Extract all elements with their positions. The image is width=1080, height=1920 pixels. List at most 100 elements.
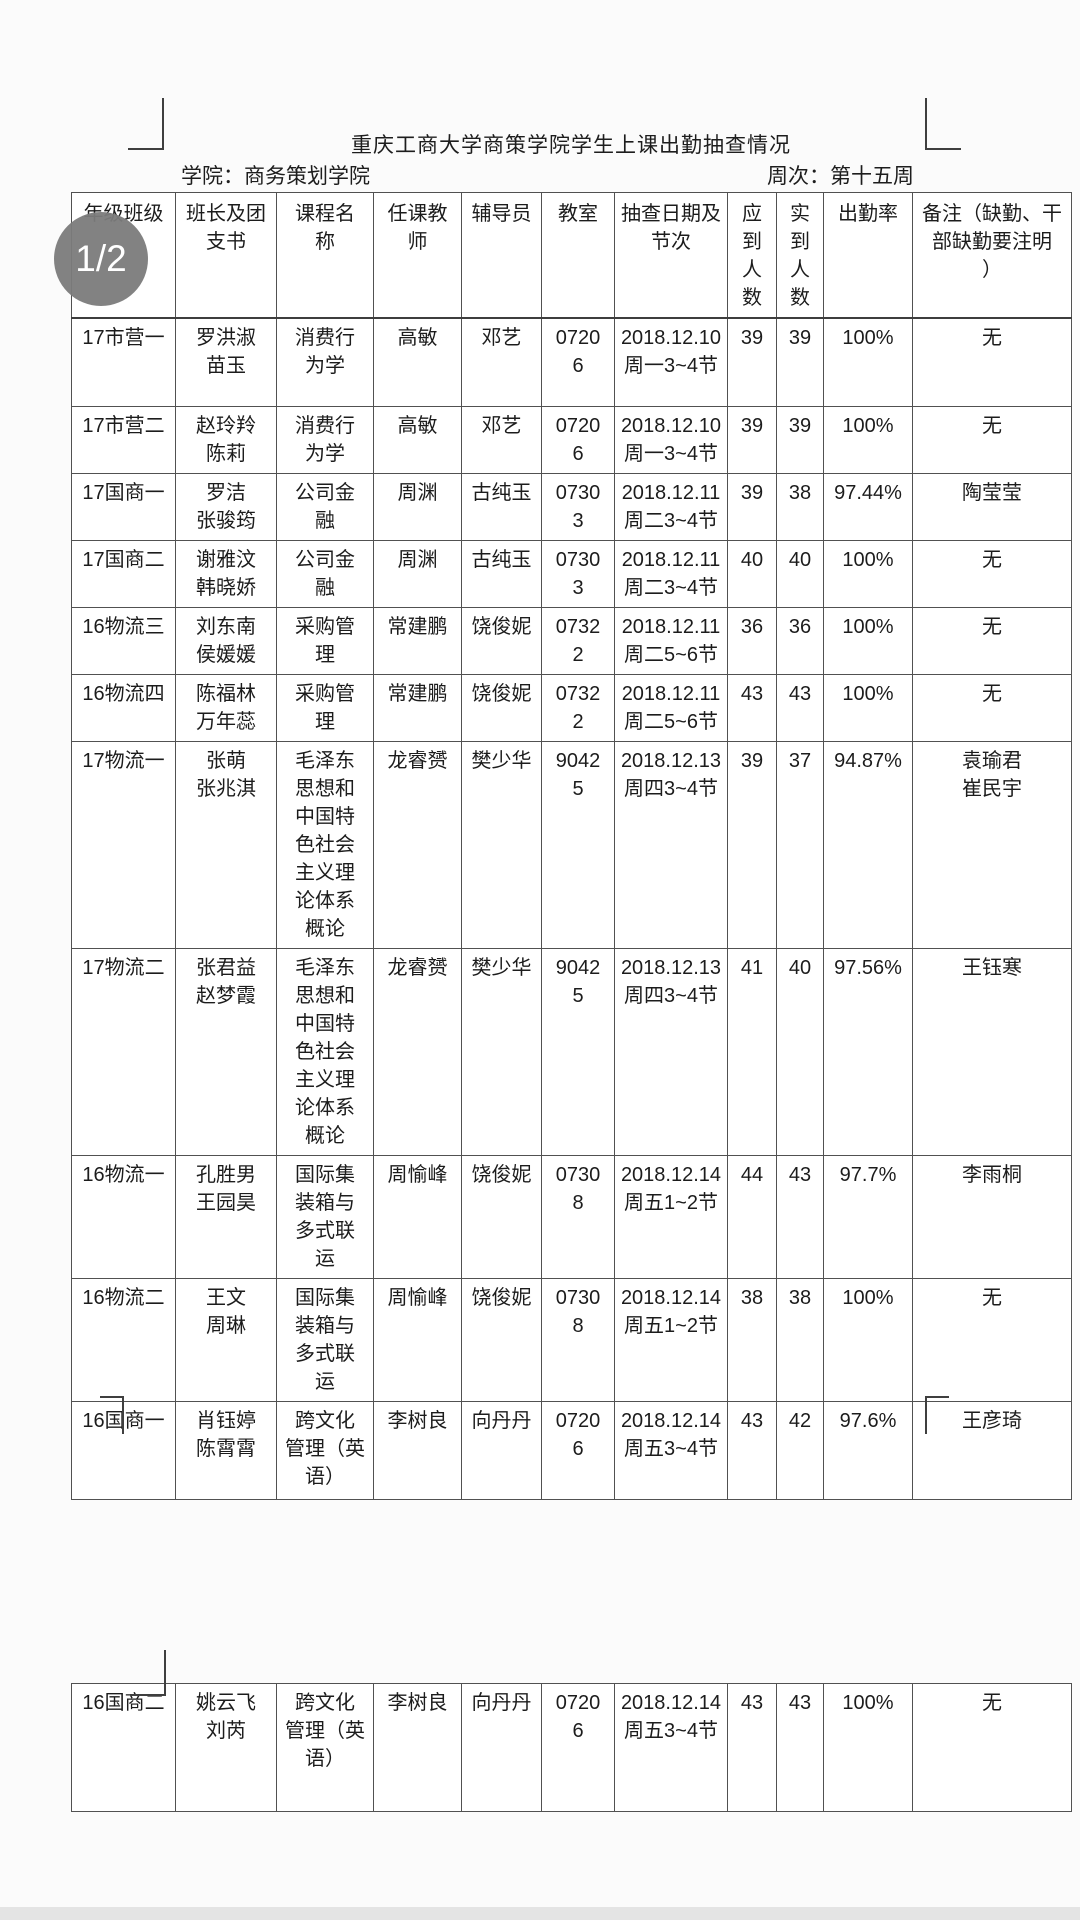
table-cell: 97.7%	[823, 1154, 913, 1279]
table-cell: 36	[776, 606, 824, 675]
table-cell: 0732 2	[541, 606, 615, 675]
table-cell: 0720 6	[541, 405, 615, 474]
table-cell: 39	[776, 405, 824, 474]
table-cell: 39	[727, 405, 777, 474]
table-row: 16物流一 孔胜男 王园昊 国际集 装箱与 多式联 运周愉峰 饶俊妮 0730 8 201…	[71, 1154, 1072, 1279]
table-cell: 赵玲羚 陈莉	[175, 405, 277, 474]
table-cell: 常建鹏	[373, 673, 462, 742]
table-cell: 2018.12.10 周一3~4节	[614, 317, 728, 407]
table-cell: 邓艺	[461, 405, 542, 474]
table-cell: 公司金 融	[276, 539, 374, 608]
table-cell: 17国商一	[71, 472, 176, 541]
table-cell: 17物流二	[71, 947, 176, 1156]
table-cell: 无	[912, 539, 1072, 608]
table-cell: 97.44%	[823, 472, 913, 541]
table-cell: 国际集 装箱与 多式联 运	[276, 1154, 374, 1279]
table-cell: 16物流二	[71, 1277, 176, 1402]
table-row: 16物流二 王文 周琳 国际集 装箱与 多式联 运周愉峰 饶俊妮 0730 8 2018.…	[71, 1277, 1072, 1402]
table-cell: 龙睿赟	[373, 740, 462, 949]
table-cell: 43	[727, 1683, 777, 1812]
table-cell: 向丹丹	[461, 1400, 542, 1500]
table-cell: 王钰寒	[912, 947, 1072, 1156]
column-header: 班长及团 支书	[175, 192, 277, 319]
table-cell: 跨文化 管理（英 语）	[276, 1400, 374, 1500]
table-cell: 100%	[823, 606, 913, 675]
table-row: 17市营二 赵玲羚 陈莉 消费行 为学 高敏 邓艺 0720 6 2018.12.10 周一…	[71, 405, 1072, 474]
table-cell: 无	[912, 673, 1072, 742]
table-row: 17物流一 张萌 张兆淇 毛泽东 思想和 中国特 色社会 主义理 论体系 概论 龙睿赟…	[71, 740, 1072, 949]
table-cell: 43	[776, 673, 824, 742]
table-cell: 无	[912, 317, 1072, 407]
table-cell: 孔胜男 王园昊	[175, 1154, 277, 1279]
table-cell: 2018.12.11 周二5~6节	[614, 673, 728, 742]
table-cell: 43	[727, 1400, 777, 1500]
table-cell: 0732 2	[541, 673, 615, 742]
table-cell: 40	[727, 539, 777, 608]
table-cell: 罗洁 张骏筠	[175, 472, 277, 541]
table-cell: 2018.12.11 周二3~4节	[614, 472, 728, 541]
table-cell: 樊少华	[461, 947, 542, 1156]
table-cell: 饶俊妮	[461, 1154, 542, 1279]
table-cell: 周渊	[373, 539, 462, 608]
table-row: 16国商一 肖钰婷 陈霄霄 跨文化 管理（英 语） 李树良 向丹丹 0720 6 2018.…	[71, 1400, 1072, 1500]
table-cell: 樊少华	[461, 740, 542, 949]
page-indicator-badge: 1/2	[54, 212, 148, 306]
table-cell: 9042 5	[541, 947, 615, 1156]
column-header: 应 到 人 数	[727, 192, 777, 319]
table-cell: 17市营一	[71, 317, 176, 407]
table-cell: 2018.12.14 周五1~2节	[614, 1277, 728, 1402]
bottom-bar	[0, 1907, 1080, 1920]
table-row: 17物流二 张君益 赵梦霞 毛泽东 思想和 中国特 色社会 主义理 论体系 概论 龙睿…	[71, 947, 1072, 1156]
attendance-table: 年级班级 班长及团 支书 课程名 称任课教 师辅导员 教室 抽查日期及 节次应 到 人 …	[71, 192, 1072, 1500]
table-cell: 97.6%	[823, 1400, 913, 1500]
table-cell: 龙睿赟	[373, 947, 462, 1156]
table-cell: 刘东南 侯媛媛	[175, 606, 277, 675]
column-header: 实 到 人 数	[776, 192, 824, 319]
table-cell: 罗洪淑 苗玉	[175, 317, 277, 407]
table-cell: 0720 6	[541, 1400, 615, 1500]
college-label: 学院：商务策划学院	[181, 165, 370, 188]
table-cell: 2018.12.10 周一3~4节	[614, 405, 728, 474]
table-cell: 100%	[823, 317, 913, 407]
table-cell: 饶俊妮	[461, 1277, 542, 1402]
attendance-table-continued: 16国商二 姚云飞 刘芮 跨文化 管理（英 语） 李树良 向丹丹 0720 6 2018.1…	[71, 1683, 1072, 1812]
table-cell: 100%	[823, 539, 913, 608]
table-cell: 40	[776, 539, 824, 608]
table-row: 17国商二 谢雅汶 韩晓娇 公司金 融周渊 古纯玉 0730 3 2018.12.11 周…	[71, 539, 1072, 608]
header-row: 年级班级 班长及团 支书 课程名 称任课教 师辅导员 教室 抽查日期及 节次应 到 人 …	[71, 192, 1072, 319]
table-cell: 0720 6	[541, 1683, 615, 1812]
table-cell: 国际集 装箱与 多式联 运	[276, 1277, 374, 1402]
table-cell: 44	[727, 1154, 777, 1279]
table-cell: 0730 3	[541, 539, 615, 608]
table-cell: 43	[727, 673, 777, 742]
table-cell: 王彦琦	[912, 1400, 1072, 1500]
table-cell: 2018.12.14 周五3~4节	[614, 1400, 728, 1500]
table-cell: 0720 6	[541, 317, 615, 407]
table-cell: 无	[912, 606, 1072, 675]
crop-mark-top-left	[128, 98, 164, 150]
table-cell: 0730 8	[541, 1154, 615, 1279]
table-cell: 周愉峰	[373, 1277, 462, 1402]
table-cell: 肖钰婷 陈霄霄	[175, 1400, 277, 1500]
page-1: 重庆工商大学商策学院学生上课出勤抽查情况 学院：商务策划学院 周次：第十五周 年…	[71, 130, 1072, 1500]
table-cell: 100%	[823, 1683, 913, 1812]
page-2: 16国商二 姚云飞 刘芮 跨文化 管理（英 语） 李树良 向丹丹 0720 6 2018.1…	[71, 1683, 1072, 1812]
table-cell: 17国商二	[71, 539, 176, 608]
table-cell: 43	[776, 1154, 824, 1279]
table-cell: 高敏	[373, 317, 462, 407]
table-cell: 王文 周琳	[175, 1277, 277, 1402]
table-cell: 2018.12.14 周五1~2节	[614, 1154, 728, 1279]
table-cell: 邓艺	[461, 317, 542, 407]
table-cell: 16物流三	[71, 606, 176, 675]
table-cell: 古纯玉	[461, 539, 542, 608]
table-cell: 采购管 理	[276, 673, 374, 742]
column-header: 辅导员	[461, 192, 542, 319]
table-cell: 谢雅汶 韩晓娇	[175, 539, 277, 608]
table-cell: 高敏	[373, 405, 462, 474]
table-row: 16物流四 陈福林 万年蕊 采购管 理常建鹏 饶俊妮 0732 2 2018.12.11 …	[71, 673, 1072, 742]
page-title: 重庆工商大学商策学院学生上课出勤抽查情况	[351, 134, 791, 157]
column-header: 课程名 称	[276, 192, 374, 319]
table-cell: 饶俊妮	[461, 606, 542, 675]
table-cell: 40	[776, 947, 824, 1156]
